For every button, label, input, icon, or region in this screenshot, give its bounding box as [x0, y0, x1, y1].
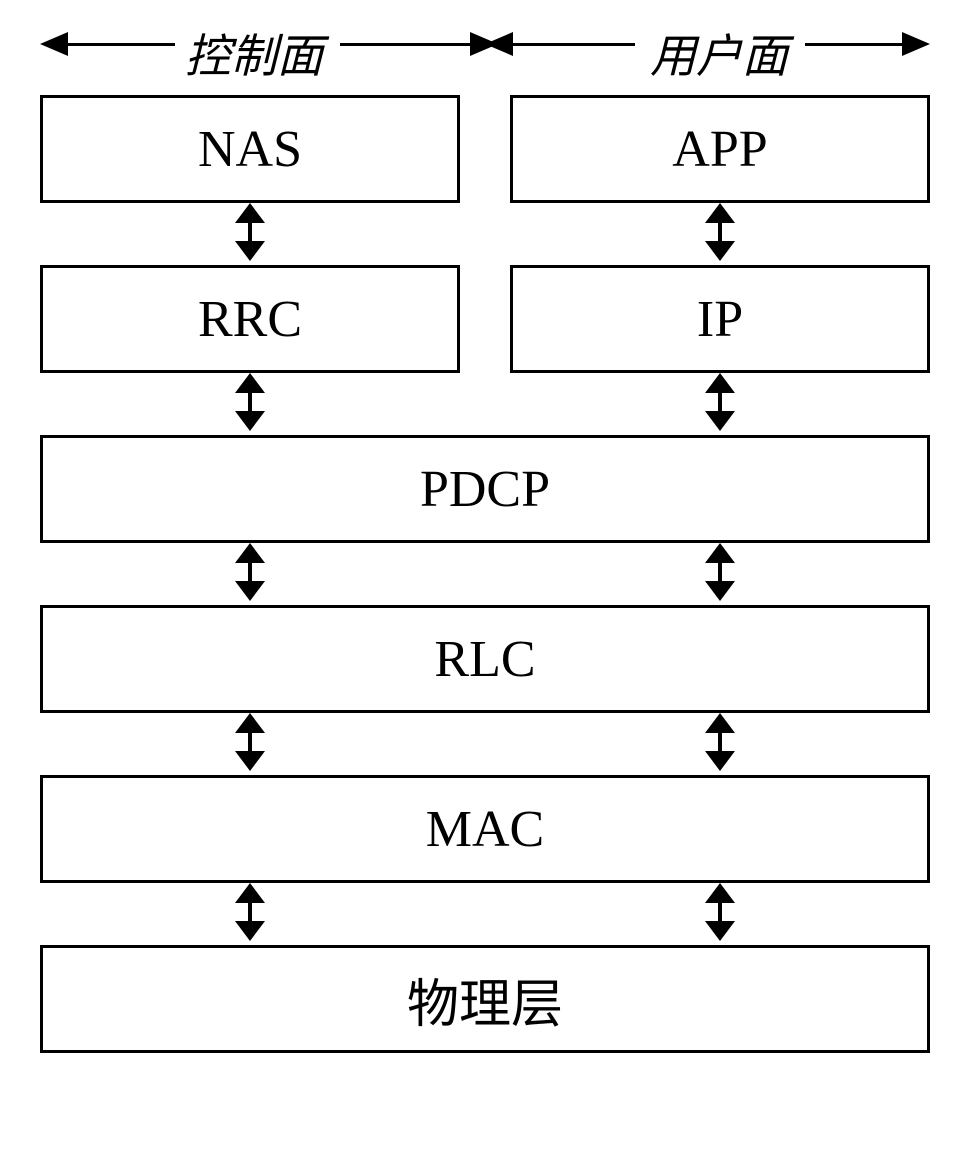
arrow-nas-rrc — [235, 203, 265, 261]
box-nas: NAS — [40, 95, 460, 203]
diagram-container: 控制面 用户面 NAS APP RRC IP PDCP RLC — [40, 15, 930, 1055]
box-rrc: RRC — [40, 265, 460, 373]
box-rlc: RLC — [40, 605, 930, 713]
header-label-user: 用户面 — [650, 20, 788, 86]
arrow-pdcp-rlc-left — [235, 543, 265, 601]
row-6: 物理层 — [40, 945, 930, 1055]
row-3: PDCP — [40, 435, 930, 605]
header-label-control: 控制面 — [185, 20, 323, 86]
header-row: 控制面 用户面 — [40, 15, 930, 85]
header-line-3 — [505, 43, 635, 46]
arrow-mac-phy-left — [235, 883, 265, 941]
header-line-2 — [340, 43, 485, 46]
arrow-mac-phy-right — [705, 883, 735, 941]
arrow-rlc-mac-left — [235, 713, 265, 771]
box-ip: IP — [510, 265, 930, 373]
box-app: APP — [510, 95, 930, 203]
box-physical: 物理层 — [40, 945, 930, 1053]
arrow-rlc-mac-right — [705, 713, 735, 771]
box-mac: MAC — [40, 775, 930, 883]
arrow-ip-pdcp — [705, 373, 735, 431]
row-1: NAS APP — [40, 95, 930, 265]
row-4: RLC — [40, 605, 930, 775]
row-5: MAC — [40, 775, 930, 945]
header-arrow-right-outer — [902, 32, 930, 56]
row-2: RRC IP — [40, 265, 930, 435]
header-arrow-left-outer — [40, 32, 68, 56]
arrow-pdcp-rlc-right — [705, 543, 735, 601]
layer-rows: NAS APP RRC IP PDCP RLC MAC 物理层 — [40, 95, 930, 1055]
box-pdcp: PDCP — [40, 435, 930, 543]
arrow-app-ip — [705, 203, 735, 261]
header-line-4 — [805, 43, 915, 46]
header-line-1 — [65, 43, 175, 46]
arrow-rrc-pdcp — [235, 373, 265, 431]
